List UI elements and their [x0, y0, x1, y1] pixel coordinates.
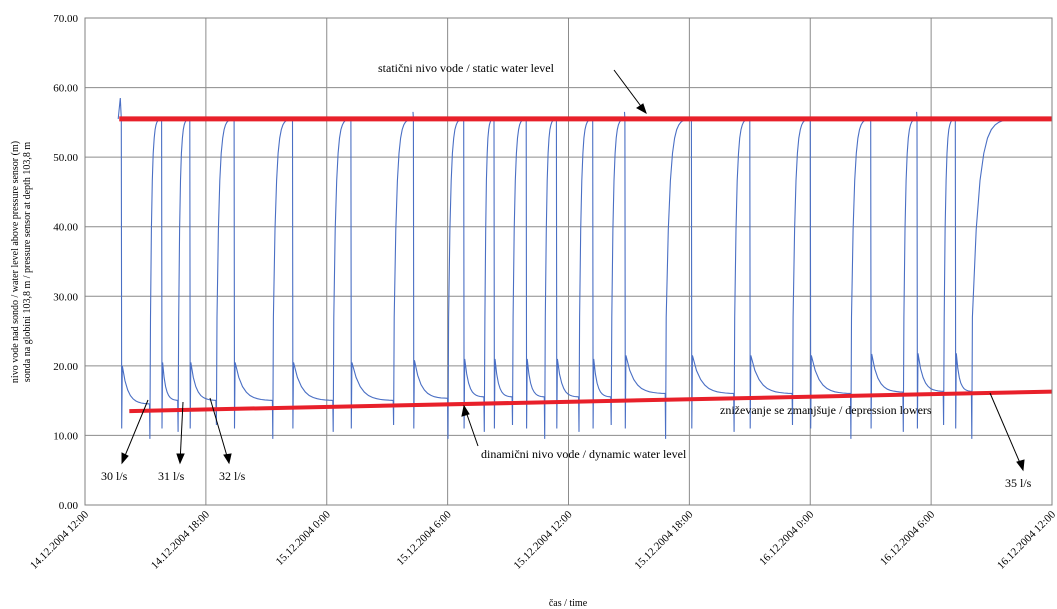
depression-label: zniževanje se zmanjšuje / depression low… [720, 403, 932, 417]
x-tick-label: 14.12.2004 18:00 [149, 508, 213, 572]
arrowhead-dynamic [461, 404, 470, 417]
arrowhead-31 [176, 453, 185, 465]
y-axis-title-line-2: sonda na globini 103,8 m / pressure sens… [22, 142, 33, 382]
x-tick-label: 16.12.2004 0:00 [757, 508, 817, 568]
static-level-label: statični nivo vode / static water level [378, 61, 555, 75]
arrow-30 [121, 399, 149, 464]
grid [84, 17, 1053, 506]
x-axis-ticks: 14.12.2004 12:00 14.12.2004 18:00 15.12.20… [28, 508, 1057, 572]
arrowhead-30 [121, 452, 129, 465]
x-tick-label: 15.12.2004 12:00 [511, 508, 575, 572]
x-tick-label: 16.12.2004 6:00 [878, 508, 938, 568]
plot-border [84, 17, 1053, 506]
y-axis-title-line-1: nivo vode nad sondo / water level above … [10, 141, 21, 383]
arrowhead-35 [1016, 459, 1025, 472]
arrow-35 [989, 392, 1024, 471]
dynamic-level-line [129, 389, 1053, 414]
x-tick-label: 15.12.2004 6:00 [394, 508, 454, 568]
x-tick-label: 15.12.2004 0:00 [274, 508, 334, 568]
x-tick-label: 16.12.2004 12:00 [995, 508, 1057, 572]
flow-label-30: 30 l/s [101, 469, 128, 483]
dynamic-level-label: dinamični nivo vode / dynamic water leve… [481, 447, 687, 461]
arrowhead-32 [223, 453, 232, 465]
flow-label-32: 32 l/s [219, 469, 246, 483]
x-tick-label: 15.12.2004 18:00 [632, 508, 696, 572]
flow-label-31: 31 l/s [158, 469, 185, 483]
y-tick-label: 40.00 [53, 222, 78, 234]
arrowhead-static [636, 103, 647, 115]
annotations: statični nivo vode / static water level … [101, 61, 1032, 490]
annotation-arrows [121, 69, 1025, 472]
y-tick-label: 50.00 [53, 152, 78, 164]
x-tick-label: 14.12.2004 12:00 [28, 508, 92, 572]
y-tick-label: 70.00 [53, 13, 78, 25]
arrow-32 [209, 397, 230, 464]
y-tick-label: 60.00 [53, 83, 78, 95]
y-axis-ticks: 0.00 10.00 20.00 30.00 40.00 50.00 60.00 70.00 [53, 13, 78, 512]
y-tick-label: 0.00 [59, 500, 79, 512]
y-tick-label: 30.00 [53, 291, 78, 303]
arrow-31 [179, 401, 184, 464]
y-tick-label: 20.00 [53, 361, 78, 373]
x-axis-title: čas / time [549, 598, 588, 609]
flow-label-35: 35 l/s [1005, 476, 1032, 490]
y-tick-label: 10.00 [53, 430, 78, 442]
y-axis-title: nivo vode nad sondo / water level above … [10, 141, 33, 383]
